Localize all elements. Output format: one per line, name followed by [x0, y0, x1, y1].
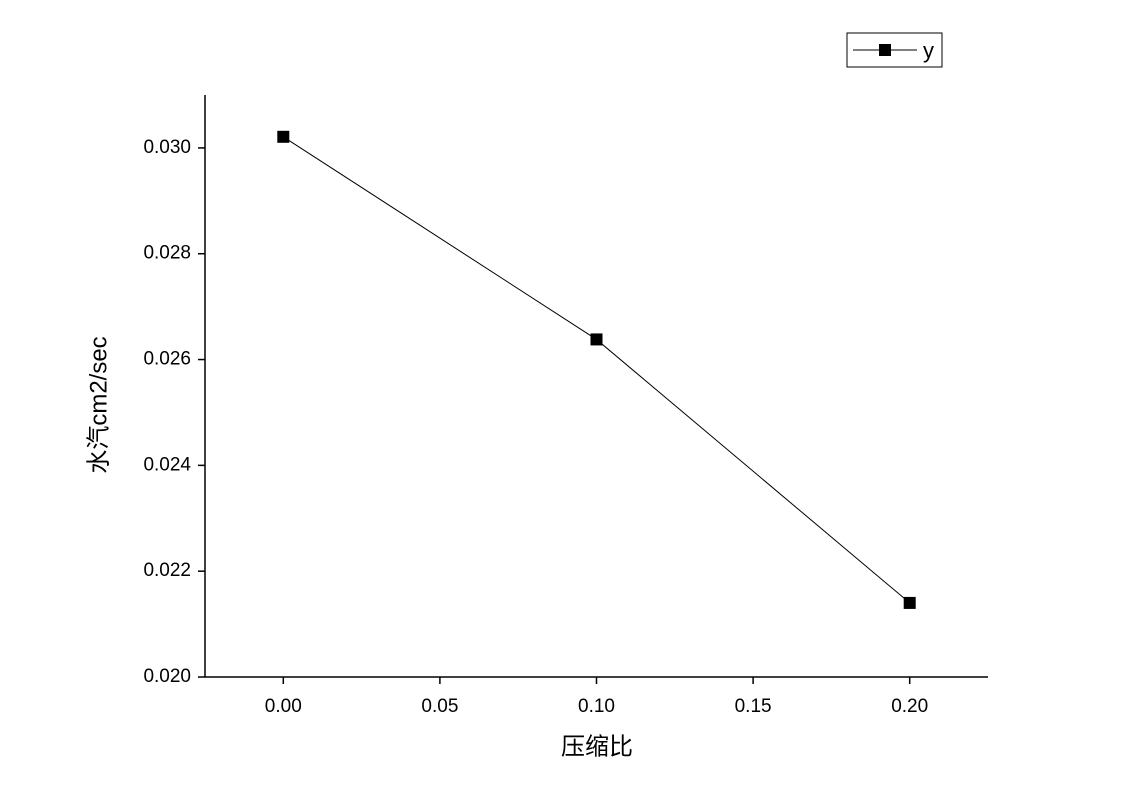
series-line	[283, 136, 911, 604]
x-tick-label: 0.10	[578, 696, 615, 717]
legend-label: y	[923, 38, 934, 63]
y-tick-label: 0.026	[143, 349, 191, 370]
y-tick-label: 0.028	[143, 243, 191, 264]
y-tick-label: 0.030	[143, 137, 191, 158]
x-tick-label: 0.05	[421, 696, 458, 717]
y-axis-label: 水汽cm2/sec	[85, 336, 112, 473]
x-tick-label: 0.15	[735, 696, 772, 717]
data-point	[903, 596, 916, 609]
data-point	[277, 130, 290, 143]
y-tick-label: 0.024	[143, 454, 191, 475]
y-tick-label: 0.022	[143, 560, 191, 581]
x-axis-label: 压缩比	[561, 733, 633, 760]
x-tick-label: 0.20	[891, 696, 928, 717]
data-point	[590, 333, 603, 346]
y-tick-label: 0.020	[143, 666, 191, 687]
legend-marker	[879, 44, 891, 56]
x-tick-label: 0.00	[265, 696, 302, 717]
legend-box	[846, 32, 943, 68]
